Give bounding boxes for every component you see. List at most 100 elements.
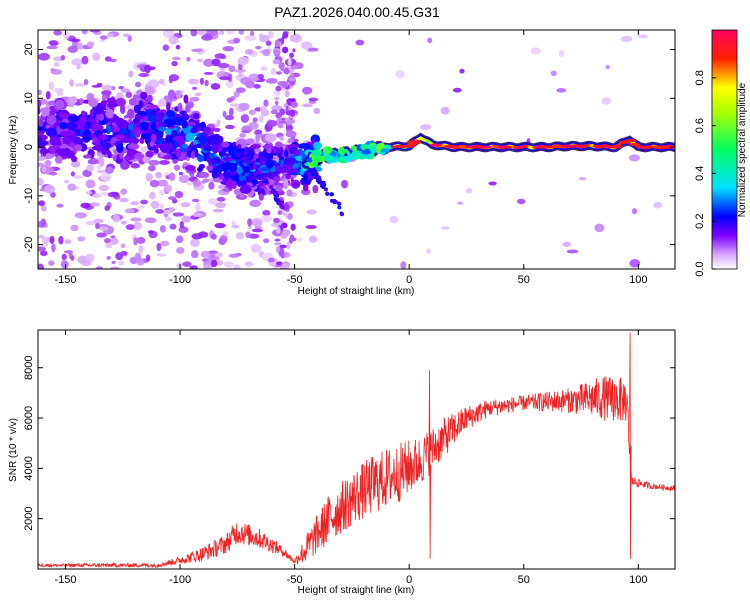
spectrogram-energy-blob (82, 154, 92, 159)
spectrogram-energy-blob (42, 146, 47, 157)
spectrogram-energy-blob (247, 148, 255, 158)
spectrogram-noise-blob (274, 238, 281, 242)
ridge-blob (322, 146, 333, 155)
spectrogram-noise-blob (277, 123, 284, 129)
spectrogram-noise-blob (287, 58, 292, 66)
spectrogram-noise-blob (118, 85, 124, 90)
spectrogram-noise-blob (130, 201, 140, 206)
spectrogram-noise-blob (286, 241, 291, 250)
spectrogram-noise-blob (653, 201, 663, 209)
spectrogram-noise-blob (252, 117, 258, 123)
spectrogram-noise-blob (550, 70, 557, 77)
spectrogram-frame (37, 29, 676, 270)
spectrogram-noise-blob (203, 264, 213, 269)
spectrogram-noise-blob (287, 106, 292, 111)
spectrogram-noise-blob (95, 222, 100, 230)
spectrogram-noise-blob (111, 260, 116, 264)
ridge-hotspot (618, 140, 631, 144)
spectrogram-noise-blob (301, 188, 311, 196)
spectrogram-noise-blob (250, 243, 262, 253)
spectrogram-noise-blob (516, 198, 526, 205)
spectrogram-noise-blob (441, 226, 450, 230)
colorbar-ticks: 0.0 0.2 0.4 0.6 0.8 (694, 70, 716, 277)
spectrogram-noise-blob (260, 215, 273, 223)
spectrogram-noise-blob (120, 220, 127, 225)
spectrogram-noise-blob (459, 68, 465, 74)
spectrogram-noise-blob (186, 57, 191, 62)
spectrogram-noise-blob (164, 216, 172, 222)
spectrogram-noise-blob (163, 209, 172, 215)
spectrogram-noise-blob (244, 48, 254, 55)
colorbar-tick-label: 0.2 (694, 214, 706, 229)
spectrogram-energy-blob (293, 149, 301, 157)
spectrogram-energy-blob (219, 174, 225, 180)
spectrogram-noise-blob (138, 205, 145, 209)
ridge-blob (360, 149, 371, 155)
spectrogram-energy-blob (239, 193, 245, 199)
spectrogram-noise-blob (283, 68, 290, 75)
spectrogram-noise-blob (289, 109, 296, 117)
spectrogram-energy-blob (64, 150, 75, 159)
spectrogram-noise-blob (247, 218, 253, 227)
spectrogram-noise-blob (488, 181, 497, 186)
spectrogram-noise-blob (136, 237, 146, 244)
spectrogram-noise-blob (238, 72, 243, 77)
ridge-blob (360, 144, 368, 150)
spectrogram-noise-blob (208, 181, 215, 190)
spectrogram-noise-blob (118, 260, 125, 266)
x-tick-label: -50 (287, 274, 303, 286)
ridge-hotspot (651, 145, 666, 149)
spectrogram-noise-blob (122, 33, 130, 38)
spectrogram-noise-blob (631, 208, 638, 215)
spectrogram-noise-blob (233, 91, 240, 98)
snr-x-label: Height of straight line (km) (298, 585, 415, 596)
spectrogram-energy-blob (58, 122, 68, 130)
snr-x-ticks: -150 -100 -50 0 50 100 (54, 330, 648, 586)
spectrogram-energy-blob (92, 145, 104, 151)
spectrogram-noise-blob (281, 203, 290, 211)
spectrogram-energy-blob (105, 166, 114, 174)
spectrogram-energy-blob (181, 143, 189, 149)
spectrogram-noise-blob (578, 176, 587, 181)
spectrogram-noise-blob (279, 244, 287, 249)
spectrogram-energy-blob (98, 113, 105, 121)
spectrogram-noise-blob (267, 30, 274, 39)
spectrogram-energy-blob (206, 165, 214, 171)
spectrogram-energy-blob (128, 118, 133, 124)
spectrogram-noise-blob (180, 202, 191, 208)
spectrogram-noise-blob (308, 235, 318, 243)
spectrogram-noise-blob (85, 179, 96, 189)
colorbar-tick-label: 0.4 (694, 166, 706, 181)
spectrogram-noise-blob (594, 223, 605, 233)
spectrogram-energy-blob (171, 129, 177, 138)
spectrogram-energy-blob (82, 129, 92, 137)
spectrogram-energy-blob (132, 118, 139, 124)
spectrogram-noise-blob (233, 37, 241, 44)
spectrogram-noise-blob (110, 235, 116, 239)
spectrogram-noise-blob (628, 154, 641, 162)
spectrogram-energy-blob (159, 142, 172, 153)
spectrogram-noise-blob (120, 250, 128, 256)
spectrogram-noise-blob (160, 240, 170, 247)
spectrogram-noise-blob (214, 222, 226, 229)
spectrogram-energy-blob (283, 157, 295, 167)
spectrogram-noise-blob (179, 221, 184, 229)
spectrogram-noise-blob (195, 202, 201, 212)
spectrogram-noise-blob (305, 224, 317, 230)
spectrogram-energy-blob (158, 126, 167, 132)
spectrogram-noise-blob (128, 70, 134, 78)
spectrogram-noise-blob (212, 208, 224, 213)
spectrogram-noise-blob (85, 253, 95, 263)
spectrogram-noise-blob (238, 30, 244, 35)
spectrogram-energy-blob (38, 162, 45, 167)
spectrogram-noise-blob (204, 79, 209, 87)
spectrogram-noise-blob (272, 59, 281, 65)
spectrogram-noise-blob (260, 66, 268, 71)
spectrogram-noise-blob (244, 261, 253, 267)
spectrogram-energy-blob (106, 102, 119, 108)
spectrogram-energy-blob (48, 105, 57, 116)
spectrogram-streak-blob (337, 205, 342, 210)
spectrogram-streak-blob (329, 192, 334, 197)
